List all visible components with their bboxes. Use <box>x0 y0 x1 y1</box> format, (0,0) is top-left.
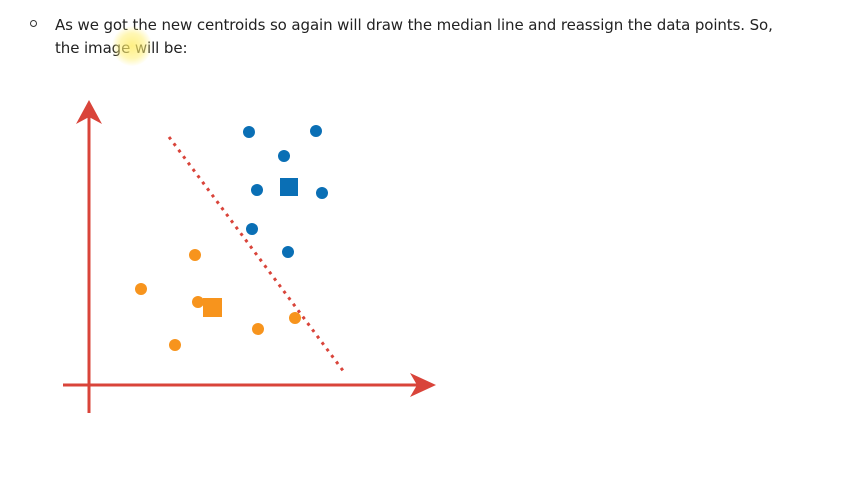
orange-point <box>289 312 301 324</box>
hollow-circle-bullet-icon <box>30 20 37 27</box>
orange-point <box>252 323 264 335</box>
blue-cluster <box>243 125 328 258</box>
median-line <box>167 136 346 373</box>
orange-point <box>135 283 147 295</box>
blue-point <box>316 187 328 199</box>
orange-point <box>192 296 204 308</box>
y-axis-arrowhead-icon <box>76 100 102 124</box>
blue-point <box>282 246 294 258</box>
blue-point <box>246 223 258 235</box>
orange-centroid <box>203 298 222 317</box>
blue-point <box>278 150 290 162</box>
blue-point <box>243 126 255 138</box>
blue-point <box>310 125 322 137</box>
orange-cluster <box>135 249 301 351</box>
bullet-line-1: As we got the new centroids so again wil… <box>55 16 773 34</box>
orange-point <box>189 249 201 261</box>
orange-point <box>169 339 181 351</box>
x-axis-arrowhead-icon <box>410 373 436 397</box>
blue-point <box>251 184 263 196</box>
blue-centroid <box>280 178 298 196</box>
